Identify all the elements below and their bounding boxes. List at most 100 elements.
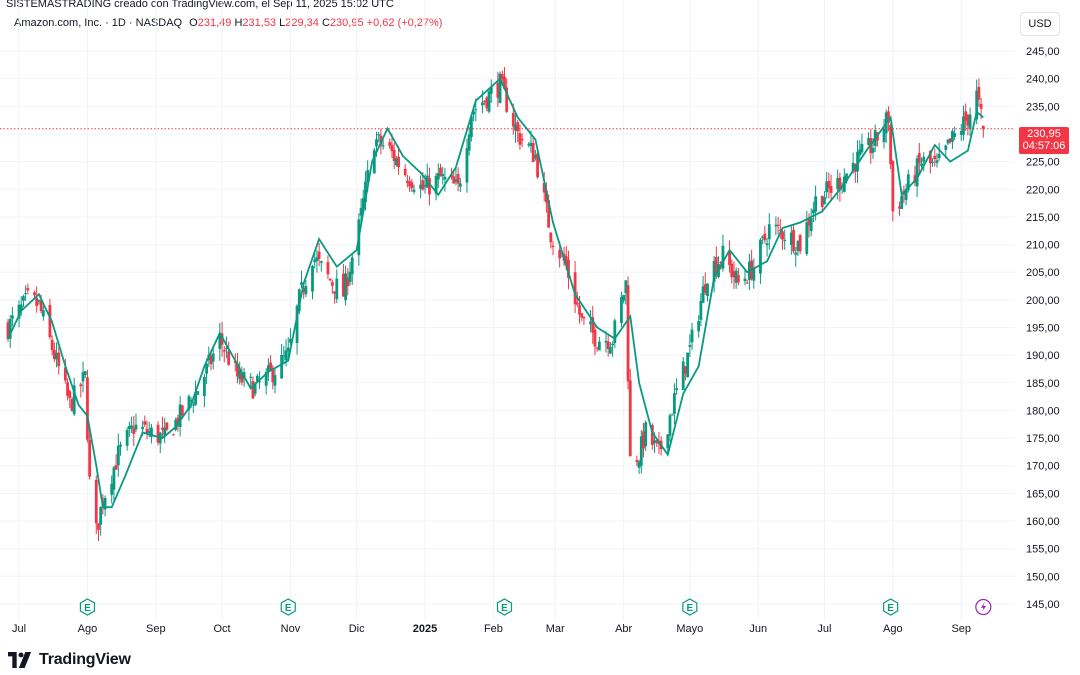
tradingview-logo-icon [8,652,32,668]
candle [812,201,815,222]
candle-body [266,365,270,372]
time-tick-label: Dic [349,623,365,635]
candle [441,166,445,185]
currency-button[interactable]: USD [1020,12,1060,36]
earnings-marker-icon[interactable]: E [496,598,513,616]
earnings-marker-icon[interactable]: E [682,598,698,616]
candle [86,369,89,443]
candle-body [915,158,919,187]
candle-body [132,427,136,435]
candle-body [178,404,182,427]
candle-body [472,111,475,115]
candle [72,377,76,416]
candle [127,421,131,437]
candle-body [856,151,859,172]
price-tick-label: 155,00 [1026,544,1060,556]
candle [597,336,601,351]
candle [458,177,462,193]
candle-body [412,189,416,192]
candle [269,355,272,371]
candle [920,157,923,169]
candle [218,322,222,361]
candle [736,268,740,286]
candle-body [558,250,562,259]
candle-body [481,102,484,106]
candle [489,79,493,103]
time-tick-label: Nov [281,623,301,635]
candle-body [485,97,489,109]
candle [575,291,579,307]
candle-body [637,461,641,468]
candle-body [765,243,769,246]
candle-body [24,293,28,295]
candle [672,383,676,425]
candle [668,413,672,442]
candle-body [644,422,648,447]
candle-body [295,305,299,344]
candle-body [529,142,533,147]
candle [580,313,584,322]
candle-body [35,297,39,306]
candle [333,291,336,304]
time-tick-label: Mar [546,623,565,635]
candle [823,191,826,205]
candle [487,88,491,114]
candle [531,136,535,163]
candle-body [823,197,826,205]
earnings-marker-icon[interactable]: E [883,598,899,616]
candle [266,358,270,381]
candle [593,325,597,356]
time-tick-label: Oct [213,623,230,635]
candle-body [125,429,129,446]
candle-body [57,352,61,367]
candle-body [489,87,493,94]
candle-body [273,375,277,386]
candle-body [527,144,531,146]
candle [681,356,685,391]
candle [174,417,178,432]
candle-body [238,369,242,380]
candle [796,240,800,257]
candle-body [655,440,659,443]
candle-body [189,399,193,401]
candle [836,169,840,200]
moving-average-line [7,77,984,509]
candle-body [582,316,586,319]
candle-body [959,131,963,135]
candle-body [688,345,692,347]
tradingview-brand[interactable]: TradingView [8,651,131,669]
candle-body [591,317,595,333]
candle-body [297,289,301,312]
lightning-icon [980,602,987,612]
event-marker-icon[interactable] [975,598,992,616]
candle [97,523,100,541]
price-tick-label: 200,00 [1026,295,1060,307]
candle-body [505,87,509,112]
last-price-tag: 230,95 04:57:06 [1019,127,1069,154]
candle-body [55,352,58,360]
candle [882,118,886,149]
candle [304,280,308,298]
candle [165,422,169,432]
earnings-marker-icon[interactable]: E [79,598,96,616]
candle-body [684,366,687,374]
price-tick-label: 175,00 [1026,433,1060,445]
candle-body [350,257,354,275]
candle [968,107,972,136]
candle [350,254,354,285]
candle [827,172,831,199]
earnings-marker-icon[interactable]: E [280,598,296,616]
candle-body [286,347,290,352]
candle [330,279,334,294]
candle-body [436,173,440,180]
candle-body [381,145,385,147]
candle [456,167,460,192]
candle [70,397,74,412]
candle [348,261,352,286]
candle-body [172,434,175,436]
candle-body [194,392,197,405]
candle [975,79,979,125]
candle-body [150,427,153,437]
symbol-title[interactable]: Amazon.com, Inc. · 1D · NASDAQ [14,17,183,29]
